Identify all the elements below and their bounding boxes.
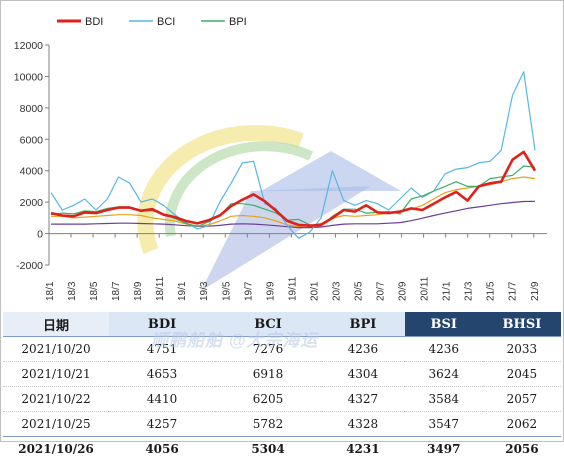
table-cell: 2033 — [483, 337, 561, 362]
table-cell: 4236 — [321, 337, 405, 362]
x-tick-label: 18/3 — [67, 281, 78, 301]
x-tick-label: 21/3 — [464, 281, 475, 301]
x-tick-label: 19/7 — [243, 281, 254, 301]
y-tick-label: -2000 — [16, 260, 43, 272]
x-tick-label: 18/11 — [155, 276, 166, 301]
header-cell: BSI — [405, 312, 483, 337]
x-tick-label: 21/7 — [508, 281, 519, 301]
table-cell: 4257 — [109, 412, 215, 437]
x-tick-label: 20/5 — [353, 281, 364, 301]
table-cell: 2056 — [483, 437, 561, 461]
table-cell: 2021/10/25 — [3, 412, 109, 437]
table-cell: 5782 — [215, 412, 321, 437]
y-tick-label: 6000 — [20, 134, 44, 146]
x-tick-label: 19/9 — [265, 281, 276, 301]
table-cell: 2021/10/21 — [3, 362, 109, 387]
table-cell: 4751 — [109, 337, 215, 362]
x-tick-label: 18/5 — [89, 281, 100, 301]
x-tick-label: 18/7 — [111, 281, 122, 301]
table-cell: 6205 — [215, 387, 321, 412]
table-cell: 5304 — [215, 437, 321, 461]
x-tick-label: 19/3 — [199, 281, 210, 301]
header-cell: BCI — [215, 312, 321, 337]
x-tick-label: 19/11 — [287, 276, 298, 301]
legend: BDI BCI BPI — [57, 16, 247, 28]
y-tick-label: 10000 — [14, 71, 43, 83]
table-cell: 4056 — [109, 437, 215, 461]
x-tick-label: 20/11 — [420, 276, 431, 301]
table-cell: 2062 — [483, 412, 561, 437]
table-cell: 4410 — [109, 387, 215, 412]
table-cell: 4327 — [321, 387, 405, 412]
header-cell: BHSI — [483, 312, 561, 337]
header-cell: BPI — [321, 312, 405, 337]
header-cell: 日期 — [3, 312, 109, 337]
x-tick-label: 21/5 — [486, 281, 497, 301]
x-tick-label: 21/9 — [530, 281, 541, 301]
y-tick-label: 8000 — [20, 103, 44, 115]
table-cell: 4328 — [321, 412, 405, 437]
x-tick-label: 20/1 — [309, 281, 320, 301]
x-tick-label: 19/1 — [177, 281, 188, 301]
legend-label-bpi: BPI — [229, 16, 247, 28]
x-tick-label: 21/1 — [442, 281, 453, 301]
table-cell: 3497 — [405, 437, 483, 461]
y-tick-label: 2000 — [20, 197, 44, 209]
x-tick-label: 18/9 — [133, 281, 144, 301]
legend-label-bci: BCI — [157, 16, 175, 28]
table-cell: 2021/10/20 — [3, 337, 109, 362]
table-cell: 4653 — [109, 362, 215, 387]
table-cell: 2045 — [483, 362, 561, 387]
table-cell: 7276 — [215, 337, 321, 362]
x-tick-label: 20/9 — [398, 281, 409, 301]
table-cell: 3547 — [405, 412, 483, 437]
x-tick-label: 18/1 — [45, 281, 56, 301]
y-tick-label: 12000 — [14, 40, 43, 52]
table-cell: 6918 — [215, 362, 321, 387]
table-cell: 4304 — [321, 362, 405, 387]
y-tick-label: 4000 — [20, 166, 44, 178]
table-cell: 4231 — [321, 437, 405, 461]
logo-wing-shape — [261, 151, 401, 191]
table-cell: 2057 — [483, 387, 561, 412]
x-axis: 18/1 18/3 18/5 18/7 18/9 18/11 19/1 19/3 19/5 19/… — [45, 234, 547, 301]
x-tick-label: 20/3 — [331, 281, 342, 301]
header-cell: BDI — [109, 312, 215, 337]
x-tick-label: 20/7 — [376, 281, 387, 301]
table-cell: 3624 — [405, 362, 483, 387]
y-axis: -2000 0 2000 4000 6000 8000 10000 12000 — [14, 40, 49, 272]
table-cell: 2021/10/26 — [3, 437, 109, 461]
y-tick-label: 0 — [37, 229, 43, 241]
x-tick-label: 19/5 — [221, 281, 232, 301]
legend-label-bdi: BDI — [85, 16, 103, 28]
table-cell: 3584 — [405, 387, 483, 412]
table-cell: 2021/10/22 — [3, 387, 109, 412]
table-cell: 4236 — [405, 337, 483, 362]
